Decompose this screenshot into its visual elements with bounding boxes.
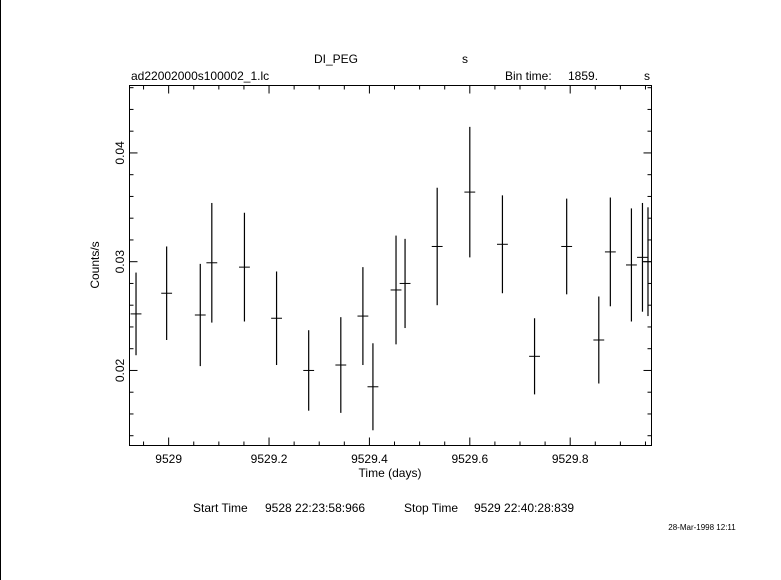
data-point	[303, 330, 315, 411]
object-unit: s	[462, 52, 468, 66]
x-tick-label: 9529	[155, 452, 182, 466]
data-point	[357, 267, 369, 366]
data-point	[604, 197, 616, 307]
data-point	[367, 343, 379, 431]
stop-time-value: 9529 22:40:28:839	[474, 501, 574, 515]
data-point	[390, 235, 402, 345]
data-point	[626, 208, 637, 322]
data-points	[130, 126, 652, 431]
start-time-value: 9528 22:23:58:966	[265, 501, 365, 515]
data-point	[561, 198, 573, 295]
data-point	[642, 207, 652, 317]
data-point	[161, 246, 173, 341]
data-point	[335, 317, 347, 413]
x-tick-label: 9529.8	[552, 452, 589, 466]
y-tick-labels: 0.02 0.03 0.04	[113, 141, 127, 382]
plot-frame	[129, 85, 652, 446]
x-tick-label: 9529.6	[451, 452, 488, 466]
y-axis-label: Counts/s	[88, 241, 102, 288]
x-axis-label: Time (days)	[359, 466, 422, 480]
y-tick-label: 0.04	[113, 141, 127, 165]
object-name: DI_PEG	[314, 52, 358, 66]
data-point	[130, 272, 142, 356]
y-tick-label: 0.02	[113, 358, 127, 382]
data-point	[593, 296, 605, 384]
y-tick-label: 0.03	[113, 250, 127, 274]
data-point	[239, 212, 250, 322]
stop-time-label: Stop Time	[404, 501, 458, 515]
bin-time-value: 1859.	[568, 69, 598, 83]
bin-time-label: Bin time:	[505, 69, 552, 83]
start-time-label: Start Time	[193, 501, 248, 515]
x-tick-label: 9529.2	[251, 452, 288, 466]
file-name: ad22002000s100002_1.lc	[131, 69, 269, 83]
data-point	[399, 238, 411, 329]
axis-ticks	[129, 85, 652, 446]
data-point	[271, 271, 282, 366]
data-point	[194, 263, 206, 367]
x-tick-labels: 9529 9529.2 9529.4 9529.6 9529.8	[155, 452, 589, 466]
bin-time-unit: s	[644, 69, 650, 83]
x-tick-label: 9529.4	[351, 452, 388, 466]
data-point	[431, 187, 443, 306]
data-point	[464, 126, 476, 258]
data-point	[497, 195, 508, 294]
data-point	[529, 318, 540, 395]
data-point	[206, 202, 218, 323]
data-point	[637, 202, 648, 312]
plot-timestamp: 28-Mar-1998 12:11	[668, 523, 736, 532]
